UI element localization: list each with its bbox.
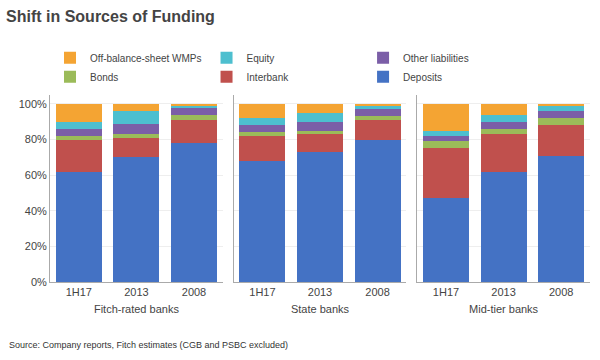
svg-text:1H17: 1H17 [66, 286, 92, 298]
svg-text:State banks: State banks [291, 303, 350, 315]
svg-text:20%: 20% [25, 240, 47, 252]
svg-text:Fitch-rated banks: Fitch-rated banks [94, 303, 179, 315]
svg-text:Mid-tier banks: Mid-tier banks [469, 303, 539, 315]
svg-text:2008: 2008 [182, 286, 206, 298]
svg-text:2013: 2013 [124, 286, 148, 298]
svg-text:Interbank: Interbank [247, 72, 290, 83]
svg-text:80%: 80% [25, 133, 47, 145]
svg-text:100%: 100% [19, 98, 47, 110]
svg-text:0%: 0% [31, 276, 47, 288]
svg-text:60%: 60% [25, 169, 47, 181]
svg-text:40%: 40% [25, 205, 47, 217]
svg-text:Bonds: Bonds [90, 72, 118, 83]
svg-text:1H17: 1H17 [433, 286, 459, 298]
svg-text:1H17: 1H17 [249, 286, 275, 298]
svg-text:Deposits: Deposits [403, 72, 442, 83]
svg-text:Shift in Sources of Funding: Shift in Sources of Funding [6, 8, 215, 25]
svg-text:2008: 2008 [365, 286, 389, 298]
svg-text:Source: Company reports, Fitch: Source: Company reports, Fitch estimates… [9, 340, 288, 350]
svg-text:2008: 2008 [549, 286, 573, 298]
svg-text:Other liabilities: Other liabilities [403, 53, 469, 64]
svg-text:Off-balance-sheet WMPs: Off-balance-sheet WMPs [90, 53, 202, 64]
svg-text:2013: 2013 [308, 286, 332, 298]
svg-text:2013: 2013 [491, 286, 515, 298]
svg-text:Equity: Equity [247, 53, 275, 64]
